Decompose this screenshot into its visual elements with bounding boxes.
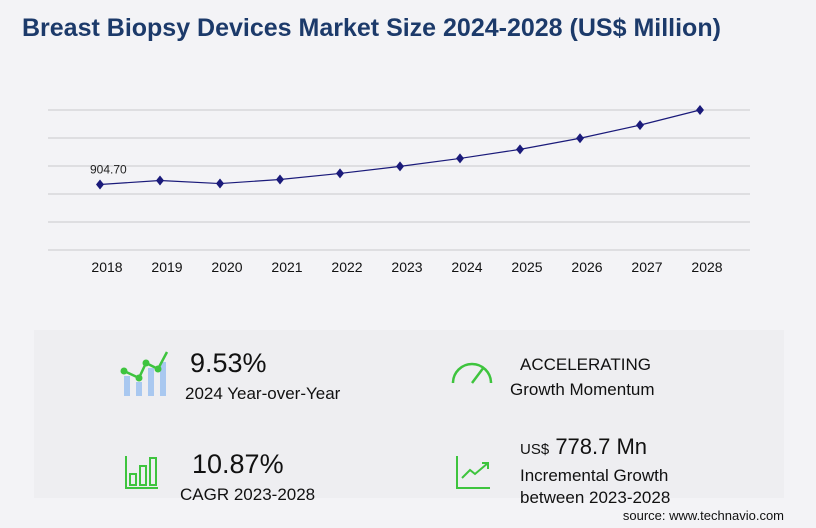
data-point (336, 168, 344, 179)
source-text: source: www.technavio.com (622, 508, 784, 523)
trend-up-icon (456, 456, 490, 489)
data-point (216, 178, 224, 189)
bar-growth-icon (125, 456, 158, 489)
data-point (396, 161, 404, 172)
line-chart: 2018 904.70 2019 2020 2021 2022 2023 2024 2025 20… (48, 105, 750, 275)
data-point (516, 144, 524, 155)
x-tick-label: 2025 (511, 259, 542, 275)
momentum-value: ACCELERATING (520, 355, 651, 374)
currency-prefix: US$ (520, 441, 550, 458)
data-point (156, 175, 164, 186)
data-point (696, 105, 704, 115)
x-tick-label: 2018 (91, 259, 122, 275)
incremental-period: between 2023-2028 (520, 488, 671, 507)
x-tick-label: 2023 (391, 259, 422, 275)
data-point (96, 179, 104, 190)
x-tick-label: 2020 (211, 259, 242, 275)
data-point (456, 153, 464, 164)
incremental-value: US$ 778.7 Mn (520, 434, 647, 460)
x-tick-label: 2019 (151, 259, 182, 275)
growth-chart-icon (120, 351, 169, 396)
x-tick-label: 2022 (331, 259, 362, 275)
cagr-value: 10.87% (192, 449, 284, 479)
x-tick-label: 2028 (691, 259, 722, 275)
x-tick-label: 2026 (571, 259, 602, 275)
cagr-label: CAGR 2023-2028 (180, 485, 316, 504)
stats-panel (34, 330, 784, 498)
data-point (636, 120, 644, 131)
x-tick-label: 2021 (271, 259, 302, 275)
momentum-label: Growth Momentum (510, 380, 655, 399)
yoy-value: 9.53% (190, 348, 267, 378)
data-point (576, 133, 584, 144)
speedometer-icon (451, 362, 493, 384)
data-label: 904.70 (90, 163, 127, 177)
incremental-amount: 778.7 Mn (555, 434, 648, 459)
yoy-label: 2024 Year-over-Year (185, 384, 341, 403)
x-tick-label: 2024 (451, 259, 482, 275)
chart-title: Breast Biopsy Devices Market Size 2024-2… (22, 14, 721, 42)
x-tick-label: 2027 (631, 259, 662, 275)
data-point (276, 174, 284, 185)
incremental-label: Incremental Growth (520, 466, 669, 485)
